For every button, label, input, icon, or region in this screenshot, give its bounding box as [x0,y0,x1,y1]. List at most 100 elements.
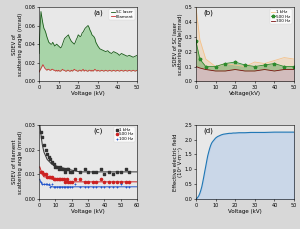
Y-axis label: SDEV of SC laser
scattering angle(mrad): SDEV of SC laser scattering angle(mrad) [172,13,183,75]
500 Hz [127,180,131,184]
100 Hz [38,180,43,184]
Filament [87,69,91,72]
SC laser [39,10,43,13]
SC laser [116,52,119,55]
500 Hz [63,180,68,184]
Filament [96,69,100,72]
Line: 1 kHz: 1 kHz [196,7,294,66]
500 Hz [66,180,71,184]
Filament [108,69,111,72]
1 kHz [61,168,66,171]
500 Hz [91,180,95,184]
1 kHz [66,168,71,171]
1 kHz [127,170,131,174]
1 kHz [69,170,74,174]
Filament [135,69,139,72]
1 kHz [110,172,115,176]
Line: SC laser: SC laser [39,11,137,57]
300 Hz [224,70,227,72]
100 Hz [59,185,64,189]
100 Hz [69,185,74,189]
100 Hz [41,183,46,186]
100 Hz [99,185,103,189]
500 Hz [110,180,115,184]
500 Hz [73,177,77,181]
Y-axis label: SDEV of
scattering angle (mrad): SDEV of scattering angle (mrad) [13,13,23,76]
X-axis label: Voltage (kV): Voltage (kV) [228,209,262,214]
500 Hz [273,62,276,65]
1 kHz [48,158,53,161]
1 kHz [40,135,45,139]
500 Hz [51,177,56,181]
SC laser [131,56,135,59]
100 Hz [45,183,50,186]
SC laser [135,54,139,57]
1 kHz [41,143,46,146]
500 Hz [292,65,296,68]
Line: Filament: Filament [39,65,137,72]
500 Hz [45,175,50,179]
100 Hz [127,185,131,189]
300 Hz [263,68,266,71]
SC laser [81,31,85,33]
1 kHz [68,170,73,174]
1 kHz [59,168,64,171]
500 Hz [233,61,237,63]
1 kHz [253,61,256,63]
1 kHz [94,170,99,174]
1 kHz [82,168,87,171]
1 kHz [51,163,56,166]
500 Hz [64,177,69,181]
1 kHz [53,165,58,169]
1 kHz [115,170,120,174]
300 Hz [194,65,198,68]
100 Hz [123,185,128,189]
1 kHz [263,62,266,65]
300 Hz [282,68,286,71]
1 kHz [77,170,82,174]
500 Hz [55,177,59,181]
500 Hz [123,180,128,184]
500 Hz [107,180,112,184]
1 kHz [85,170,90,174]
500 Hz [58,177,63,181]
1 kHz [243,65,247,68]
100 Hz [50,183,55,186]
100 Hz [102,185,107,189]
100 Hz [55,185,59,189]
1 kHz [63,170,68,174]
1 kHz [123,168,128,171]
500 Hz [82,180,87,184]
500 Hz [253,65,256,68]
500 Hz [118,180,123,184]
100 Hz [53,185,58,189]
100 Hz [77,185,82,189]
1 kHz [194,5,198,8]
X-axis label: Voltage(kV): Voltage(kV) [229,91,261,96]
500 Hz [43,172,48,176]
Text: (c): (c) [93,128,102,134]
Text: (d): (d) [204,128,214,134]
500 Hz [41,172,46,176]
100 Hz [63,185,68,189]
100 Hz [56,185,61,189]
1 kHz [273,59,276,62]
100 Hz [64,185,69,189]
500 Hz [102,180,107,184]
500 Hz [115,180,120,184]
100 Hz [46,183,51,186]
500 Hz [69,180,74,184]
1 kHz [64,168,69,171]
100 Hz [91,185,95,189]
SC laser [108,51,111,54]
500 Hz [38,170,43,174]
Line: 500 Hz: 500 Hz [194,39,296,68]
1 kHz [56,168,61,171]
1 kHz [198,38,202,41]
Filament [81,68,85,71]
300 Hz [214,70,217,72]
1 kHz [107,170,112,174]
500 Hz [77,177,82,181]
X-axis label: Voltage (kV): Voltage (kV) [71,209,105,214]
500 Hz [53,177,58,181]
